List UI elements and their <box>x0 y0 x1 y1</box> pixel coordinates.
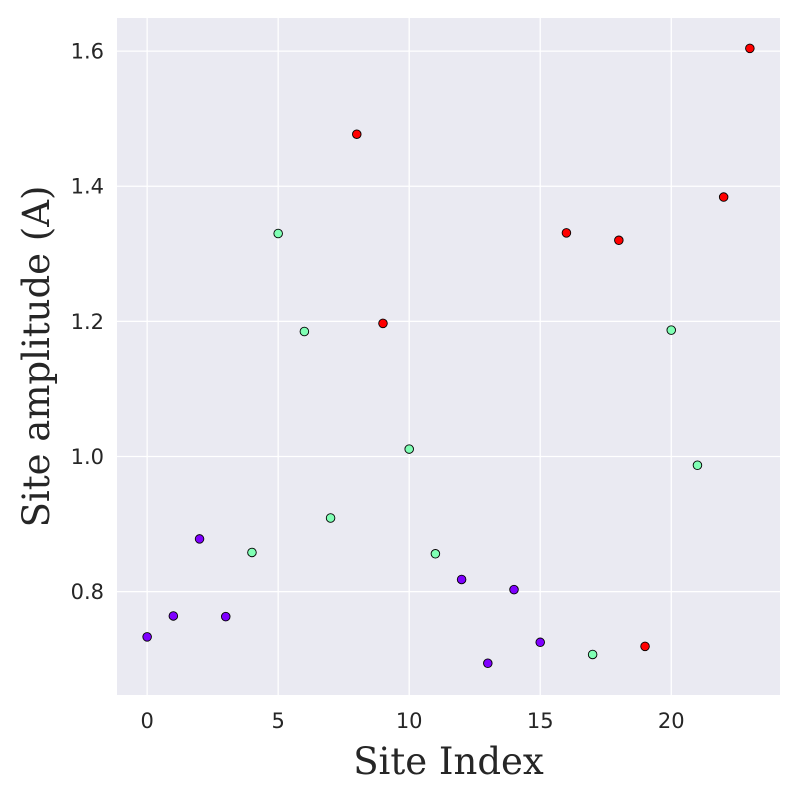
y-axis-title: Site amplitude (A) <box>15 186 58 528</box>
data-point <box>404 444 414 454</box>
x-tick-label: 15 <box>527 709 554 733</box>
data-point <box>614 235 624 246</box>
x-tick-label: 10 <box>396 709 423 733</box>
y-tick-label: 1.2 <box>71 310 104 334</box>
data-point <box>456 574 467 585</box>
data-point <box>692 460 703 471</box>
data-point <box>194 534 205 544</box>
data-point <box>299 326 310 337</box>
y-tick-label: 1.6 <box>71 40 104 64</box>
data-point <box>247 547 257 558</box>
data-point <box>509 584 519 595</box>
data-point <box>352 129 362 139</box>
data-point <box>142 632 152 642</box>
data-point <box>325 513 336 523</box>
data-point <box>273 228 283 239</box>
data-point <box>535 637 545 648</box>
x-tick-label: 5 <box>271 709 284 733</box>
x-tick-labels: 0 5 10 15 20 <box>140 709 684 733</box>
grid-lines <box>117 18 780 695</box>
data-point <box>745 43 755 54</box>
y-tick-labels: 0.8 1.0 1.2 1.4 1.6 <box>71 40 104 605</box>
y-tick-label: 1.0 <box>71 445 104 469</box>
data-point <box>561 228 572 238</box>
plot-area <box>117 18 780 695</box>
data-point <box>718 192 729 202</box>
data-points <box>142 43 755 668</box>
data-point <box>483 658 493 668</box>
y-tick-label: 0.8 <box>71 580 104 604</box>
x-tick-label: 20 <box>658 709 685 733</box>
x-tick-label: 0 <box>140 709 153 733</box>
data-point <box>430 549 441 559</box>
data-point <box>587 649 598 660</box>
data-point <box>640 641 650 652</box>
data-point <box>378 318 388 329</box>
y-tick-label: 1.4 <box>71 175 104 199</box>
x-axis-title: Site Index <box>353 740 544 783</box>
data-point <box>221 611 231 622</box>
data-point <box>168 611 179 621</box>
data-point <box>666 325 676 335</box>
